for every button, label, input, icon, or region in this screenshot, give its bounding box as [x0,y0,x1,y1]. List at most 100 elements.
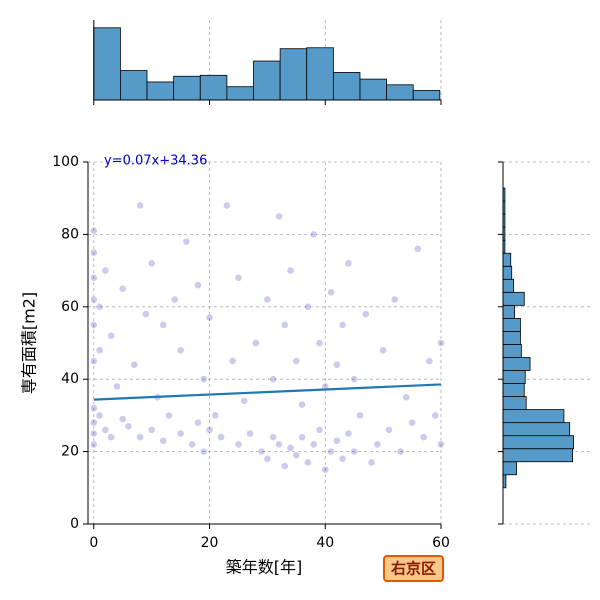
histogram-bar [502,357,531,371]
scatter-point [373,440,382,449]
scatter-point [222,201,231,210]
scatter-point [269,433,278,442]
histogram-bar [502,291,525,306]
y-tick-label: 60 [61,299,79,315]
scatter-point [205,313,214,322]
histogram-bar [199,74,228,101]
scatter-point [159,436,168,445]
scatter-point [315,425,324,434]
scatter-point [228,357,237,365]
y-tick-label: 20 [61,444,79,460]
scatter-point [321,465,330,474]
y-tick-label: 40 [61,371,79,387]
histogram-bar [502,448,573,463]
histogram-bar [93,27,121,101]
scatter-point [95,302,104,311]
histogram-bar [502,435,574,450]
scatter-point [113,382,121,391]
histogram-bar [502,317,521,332]
x-tick-label: 0 [89,535,98,551]
scatter-point [280,320,289,329]
scatter-point [101,425,110,434]
scatter-point [338,454,347,463]
tag-box [383,555,444,582]
scatter-point [338,320,347,329]
scatter-point [194,418,202,427]
scatter-point [263,295,272,304]
scatter-point [118,415,127,423]
scatter-point [356,411,364,420]
scatter-point [95,411,104,420]
scatter-point [234,440,243,449]
histogram-bar [386,84,414,101]
scatter-point [361,310,370,318]
scatter-point [304,458,312,467]
scatter-point [298,400,307,409]
histogram-bar [359,78,388,101]
scatter-point [385,425,393,434]
histogram-bar [332,72,361,101]
scatter-point [182,237,191,246]
scatter-point [327,288,335,297]
scatter-point [298,433,307,442]
scatter-point [437,440,445,449]
scatter-point [275,212,283,221]
scatter-point [124,422,133,431]
scatter-point [390,295,399,304]
scatter-point [431,411,440,420]
scatter-point [367,458,376,467]
histogram-bar [502,331,521,345]
scatter-point [234,273,243,282]
scatter-point [217,433,225,442]
scatter-point [89,404,98,413]
histogram-bar [173,75,201,101]
histogram-bar [502,383,525,397]
scatter-point [176,429,185,438]
scatter-point [350,447,359,456]
scatter-point [199,375,208,384]
y-tick-label: 100 [52,154,79,170]
histogram-bar [502,396,527,411]
scatter-point [130,360,139,369]
scatter-point [141,310,150,318]
histogram-bar [502,252,512,267]
scatter-point [379,346,388,355]
x-axis-label: 築年数[年] [226,558,303,577]
histogram-bar [502,304,516,319]
histogram-bar [502,409,565,424]
histogram-bar [502,278,515,293]
scatter-point [425,357,434,365]
scatter-point [89,226,98,235]
scatter-point [344,259,353,268]
histogram-bar [502,422,571,437]
scatter-point [89,418,98,427]
histogram-bar [120,70,148,101]
histogram-bar [502,344,522,358]
scatter-point [280,462,289,470]
scatter-point [396,447,405,456]
scatter-point [437,339,445,347]
histogram-bar [502,461,517,476]
x-tick-label: 40 [316,535,334,551]
scatter-point [286,266,295,275]
scatter-point [240,397,249,405]
scatter-point [246,429,254,438]
scatter-point [89,429,98,438]
scatter-point [304,302,312,311]
scatter-point [118,284,127,293]
scatter-point [107,433,116,442]
scatter-point [251,339,260,347]
scatter-point [286,444,295,452]
scatter-point [408,418,416,427]
tag-label: 右京区 [391,560,436,578]
scatter-point [147,259,156,268]
y-axis-label: 専有面積[m2] [20,292,39,394]
scatter-point [315,339,324,347]
scatter-point [176,346,185,355]
histogram-bar [279,48,308,101]
scatter-point [332,360,341,369]
scatter-point [292,357,301,365]
scatter-point [402,393,411,402]
scatter-point [309,230,318,239]
